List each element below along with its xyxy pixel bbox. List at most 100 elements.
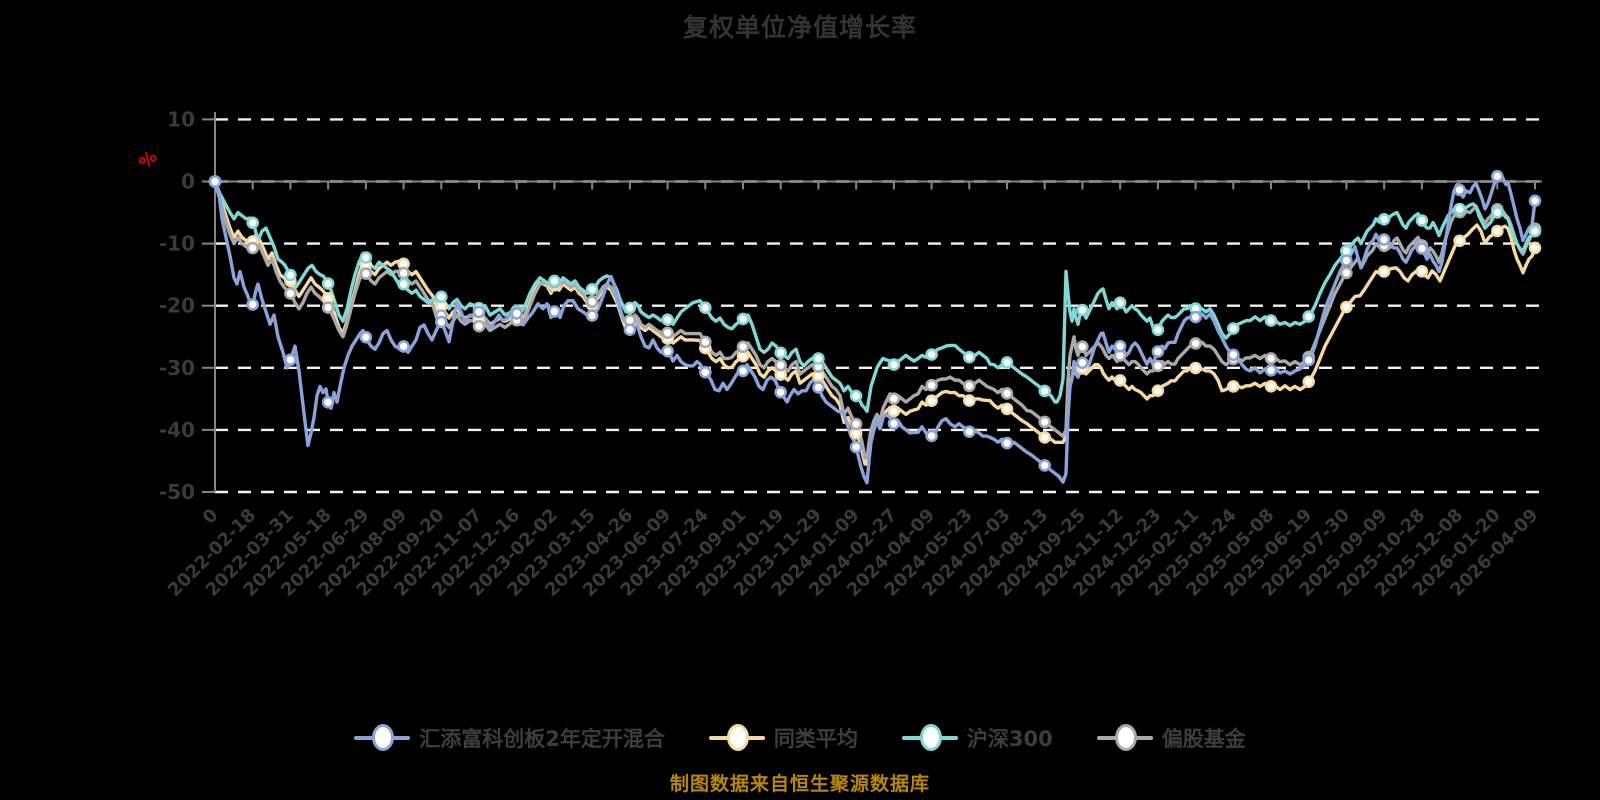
series-marker-fund (698, 365, 712, 379)
series-marker-hs300 (1453, 202, 1466, 216)
series-marker-pianGu (321, 301, 335, 314)
data-source-caption: 制图数据来自恒生聚源数据库 (669, 773, 930, 795)
legend-line-swatch (1096, 724, 1153, 751)
series-marker-fund (585, 309, 599, 322)
series-marker-pianGu (284, 287, 297, 300)
series-marker-pianGu (472, 319, 486, 333)
series-marker-hs300 (849, 389, 863, 403)
series-marker-pianGu (698, 335, 712, 349)
legend-line-swatch (901, 724, 958, 751)
series-marker-hs300 (887, 358, 901, 371)
legend-line-swatch (354, 724, 411, 751)
series-marker-fund (434, 315, 448, 329)
series-line-hs300 (213, 179, 1537, 413)
series-marker-fund (661, 344, 674, 358)
series-marker-hs300 (1000, 356, 1014, 369)
series-marker-pianGu (962, 379, 976, 393)
series-marker-hs300 (284, 268, 297, 282)
series-marker-fund (1076, 356, 1089, 370)
series-marker-pianGu (925, 378, 938, 392)
series-marker-fund (736, 364, 750, 378)
series-marker-fund (774, 385, 788, 399)
legend-item-2[interactable]: 沪深300 (901, 723, 1053, 753)
series-marker-tonglei (1000, 402, 1014, 416)
legend-marker-icon (1114, 724, 1137, 751)
series-marker-fund (1302, 353, 1315, 367)
series-marker-fund (1113, 339, 1127, 353)
series-marker-tonglei (1528, 241, 1542, 255)
series-marker-hs300 (1302, 310, 1315, 323)
series-marker-hs300 (962, 350, 976, 364)
y-tick-label: 10 (167, 107, 195, 131)
legend-label: 沪深300 (966, 727, 1053, 751)
y-tick-label: 0 (181, 170, 195, 194)
series-marker-tonglei (1491, 224, 1504, 238)
y-tick-label: -10 (159, 232, 195, 256)
series-marker-pianGu (774, 358, 788, 372)
series-marker-tonglei (1340, 300, 1353, 314)
series-marker-tonglei (887, 404, 901, 418)
series-marker-hs300 (1038, 384, 1051, 398)
legend-item-1[interactable]: 同类平均 (708, 723, 858, 753)
series-marker-hs300 (397, 277, 410, 291)
series-marker-hs300 (1076, 303, 1089, 317)
series-marker-fund (510, 307, 524, 320)
series-marker-fund (1453, 183, 1466, 197)
series-marker-fund (1189, 310, 1202, 324)
series-marker-fund (397, 340, 410, 353)
legend-item-3[interactable]: 偏股基金 (1096, 723, 1246, 753)
series-marker-hs300 (585, 282, 599, 296)
series-marker-fund (1000, 436, 1014, 450)
legend-label: 偏股基金 (1161, 727, 1246, 751)
y-tick-label: -20 (159, 294, 195, 318)
series-marker-hs300 (623, 301, 637, 315)
series-marker-fund (1377, 233, 1391, 246)
series-line-pianGu (213, 179, 1537, 460)
series-marker-hs300 (774, 346, 788, 360)
series-marker-fund (472, 305, 486, 319)
series-marker-hs300 (812, 352, 825, 365)
series-marker-hs300 (1264, 314, 1278, 327)
series-marker-tonglei (1113, 374, 1127, 387)
series-marker-pianGu (1264, 352, 1278, 365)
series-marker-tonglei (1453, 234, 1466, 248)
legend-marker-icon (372, 724, 395, 751)
series-marker-fund (208, 175, 222, 188)
series-marker-fund (1340, 254, 1353, 267)
series-marker-tonglei (1302, 375, 1315, 389)
series-marker-pianGu (585, 295, 599, 309)
series-marker-fund (548, 305, 561, 318)
series-marker-pianGu (1038, 415, 1051, 429)
legend-item-0[interactable]: 汇添富科创板2年定开混合 (354, 723, 665, 753)
chart-title: 复权单位净值增长率 (682, 13, 917, 42)
series-marker-fund (1415, 242, 1429, 255)
series-marker-pianGu (849, 417, 863, 431)
series-marker-tonglei (1264, 379, 1278, 393)
series-marker-tonglei (925, 394, 938, 408)
series-marker-fund (849, 440, 863, 454)
y-tick-label: -50 (159, 480, 195, 504)
series-marker-tonglei (1227, 380, 1240, 393)
series-marker-tonglei (1377, 265, 1391, 278)
series-marker-hs300 (359, 251, 373, 264)
series-marker-hs300 (736, 312, 750, 326)
series-marker-hs300 (1113, 296, 1127, 310)
series-marker-fund (887, 417, 901, 430)
series-marker-hs300 (1491, 206, 1504, 219)
legend-label: 同类平均 (773, 727, 858, 751)
series-marker-pianGu (1151, 359, 1165, 373)
series-marker-fund (1227, 348, 1240, 362)
legend-label: 汇添富科创板2年定开混合 (419, 727, 665, 751)
series-marker-hs300 (1415, 214, 1429, 227)
series-marker-pianGu (1076, 340, 1089, 354)
series-marker-hs300 (1227, 322, 1240, 335)
series-marker-hs300 (1528, 224, 1542, 238)
series-marker-pianGu (1189, 337, 1202, 350)
series-marker-tonglei (1038, 431, 1051, 444)
series-marker-hs300 (548, 274, 561, 288)
legend-marker-icon (919, 724, 942, 751)
y-tick-label: -30 (159, 356, 195, 380)
legend-line-swatch (708, 724, 765, 751)
